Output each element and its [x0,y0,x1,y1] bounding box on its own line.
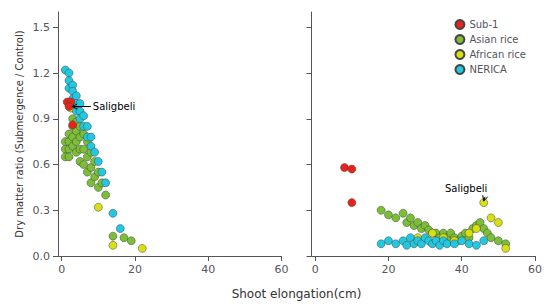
svg-text:60: 60 [275,263,289,276]
svg-text:40: 40 [201,263,215,276]
svg-text:Saligbeli: Saligbeli [445,183,487,194]
svg-text:60: 60 [528,263,542,276]
svg-text:0.3: 0.3 [33,204,51,217]
svg-text:1.5: 1.5 [33,21,51,34]
svg-text:0.0: 0.0 [33,250,51,263]
svg-text:0.9: 0.9 [33,112,51,125]
svg-text:NERICA: NERICA [469,64,507,75]
svg-text:Dry matter ratio (Submergence: Dry matter ratio (Submergence / Control) [14,30,25,237]
svg-text:Shoot elongation(cm): Shoot elongation(cm) [232,287,362,301]
svg-text:Asian rice: Asian rice [469,34,518,45]
svg-text:0: 0 [312,263,319,276]
svg-text:0.6: 0.6 [33,158,51,171]
svg-text:20: 20 [128,263,142,276]
svg-text:Sub-1: Sub-1 [469,19,498,30]
svg-text:40: 40 [455,263,469,276]
svg-text:0: 0 [58,263,65,276]
svg-text:Saligbeli: Saligbeli [93,101,135,112]
svg-text:20: 20 [381,263,395,276]
svg-text:African rice: African rice [469,49,526,60]
svg-text:1.2: 1.2 [33,67,51,80]
